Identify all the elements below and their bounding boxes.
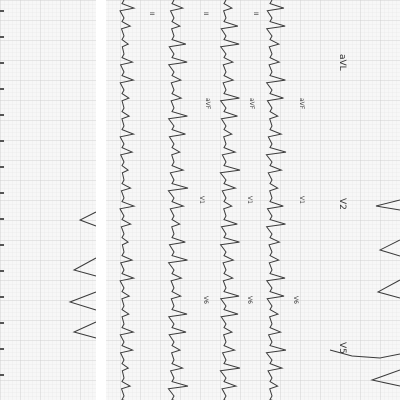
lead-label-ii-2: II [202,12,209,16]
left-strip-tick [0,270,4,272]
left-strip-tick [0,36,4,38]
left-strip-tick [0,62,4,64]
left-strip-tick [0,322,4,324]
right-strip-grid [312,0,400,400]
ecg-trace-column-1 [119,0,136,400]
right-ecg-strip: aVL V2 V5 [312,0,400,400]
ecg-trace-column-3 [219,0,241,400]
left-strip-tick [0,140,4,142]
lead-label-v1-3: V1 [298,196,305,204]
left-strip-tick [0,88,4,90]
lead-label-avl: aVL [337,54,347,71]
left-strip-tick [0,348,4,350]
left-strip-tick [0,374,4,376]
ecg-trace-column-4 [265,0,287,400]
lead-label-v5: V5 [337,342,347,354]
lead-label-v1-2: V1 [246,196,253,204]
left-ecg-strip [0,0,97,400]
center-ecg-strip: II II II aVF aVF aVF V1 V1 V1 V6 V6 V6 [106,0,312,400]
left-strip-trace [68,211,97,339]
lead-label-v2: V2 [337,198,347,210]
left-strip-tick [0,244,4,246]
left-strip-tick [0,166,4,168]
lead-label-v6-2: V6 [246,296,253,304]
lead-label-ii-3: II [252,12,259,16]
ecg-trace-column-2 [167,0,189,400]
left-strip-tick-marks [0,10,4,376]
left-strip-grid [0,0,96,400]
left-strip-tick [0,218,4,220]
lead-label-v1-1: V1 [198,196,205,204]
center-strip-grid [106,0,312,400]
left-strip-tick [0,296,4,298]
left-strip-tick [0,10,4,12]
left-strip-tick [0,192,4,194]
lead-label-v6-1: V6 [202,296,209,304]
lead-label-avf-3: aVF [298,98,305,110]
lead-label-avf-2: aVF [248,98,255,110]
lead-label-v6-3: V6 [292,296,299,304]
lead-label-avf-1: aVF [204,98,211,110]
right-strip-trace [329,199,400,387]
lead-label-ii-1: II [148,12,155,16]
left-strip-tick [0,114,4,116]
strip-divider [96,0,106,400]
